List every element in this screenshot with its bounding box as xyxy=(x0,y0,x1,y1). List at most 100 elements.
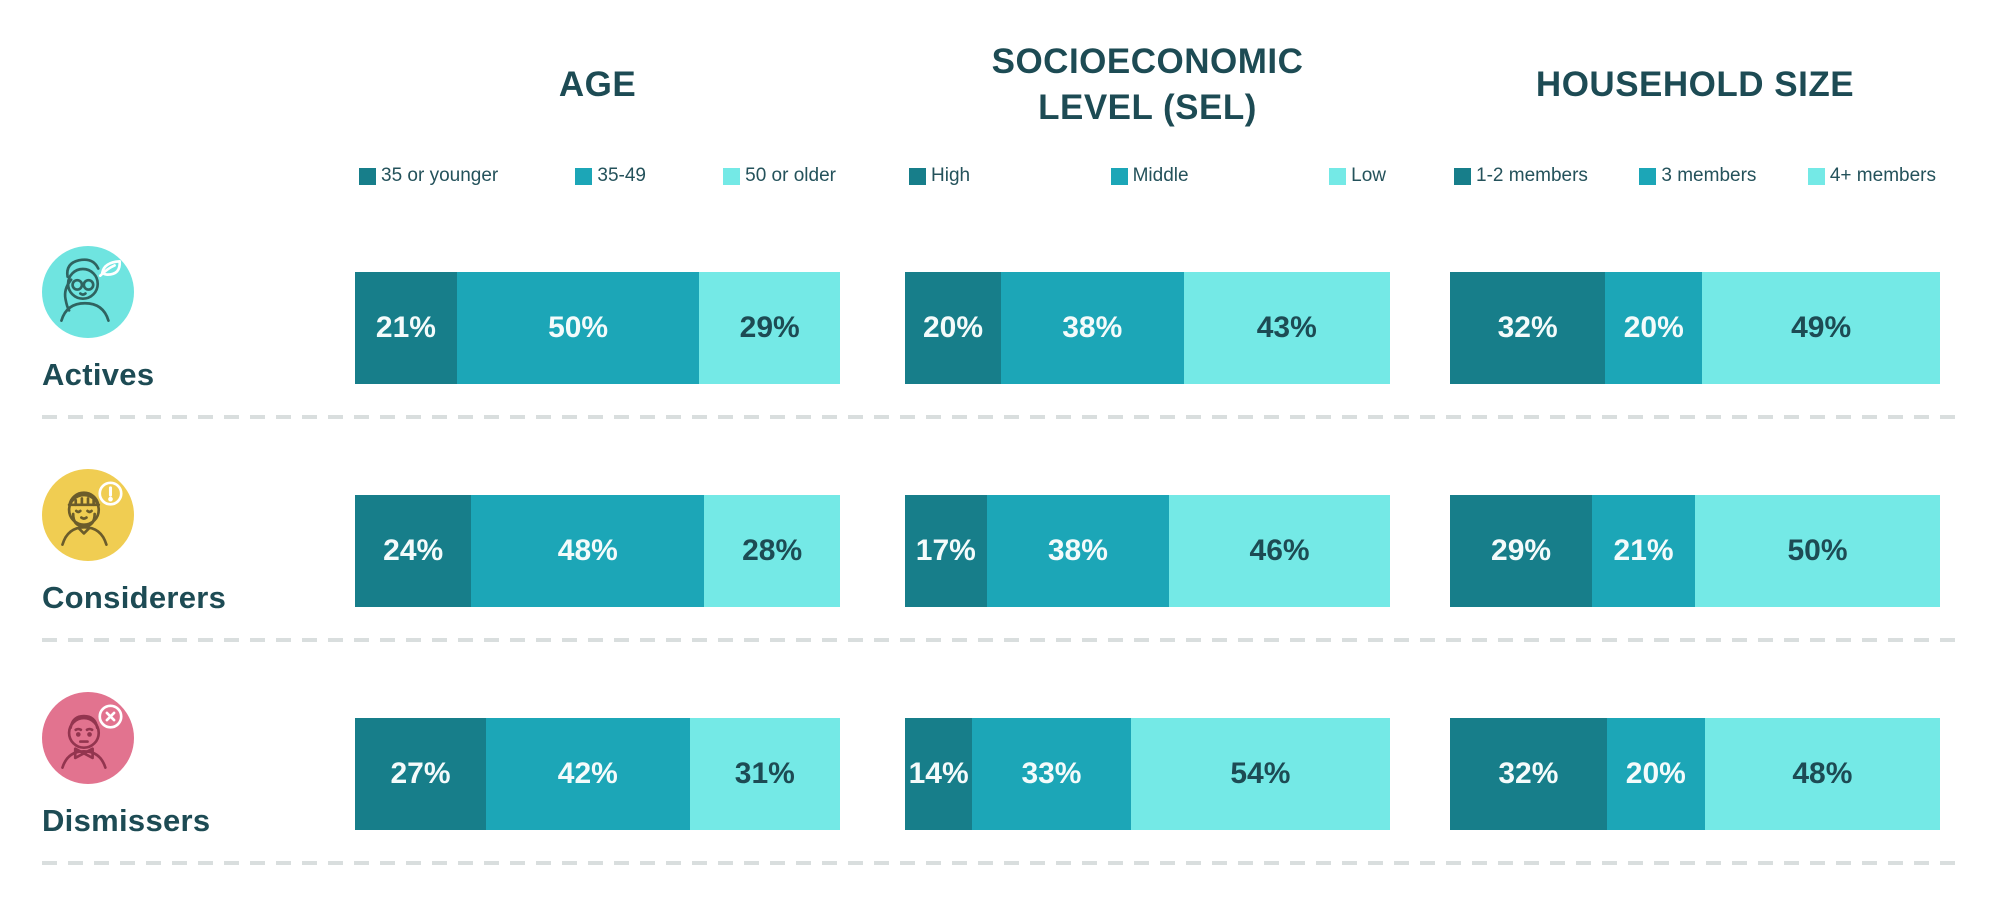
column-gap xyxy=(840,419,905,638)
bar-segment: 33% xyxy=(972,718,1131,830)
sel-column-header: SOCIOECONOMIC LEVEL (SEL) High Middle Lo… xyxy=(905,10,1390,196)
dismissers-sel-bar: 14% 33% 54% xyxy=(905,718,1391,830)
legend-swatch-mid-icon xyxy=(1110,167,1128,185)
dismissers-age-cell: 27% 42% 31% xyxy=(355,642,840,861)
legend-item: 4+ members xyxy=(1807,165,1936,187)
age-legend: 35 or younger 35-49 50 or older xyxy=(355,160,840,192)
actives-row: Actives 21% 50% 29% 20% 38% 43% xyxy=(0,196,2000,415)
column-gap xyxy=(1390,196,1450,415)
dismissers-age-bar: 27% 42% 31% xyxy=(355,718,840,830)
bar-segment: 21% xyxy=(355,272,457,384)
bar-segment: 29% xyxy=(699,272,840,384)
bar-segment: 17% xyxy=(905,495,987,607)
row-divider xyxy=(42,861,1958,865)
alert-badge-icon xyxy=(98,481,123,506)
bar-segment: 27% xyxy=(355,718,486,830)
header-row: AGE 35 or younger 35-49 50 or older xyxy=(0,0,2000,196)
legend-item: Low xyxy=(1329,165,1386,187)
legend-label: 1-2 members xyxy=(1476,165,1588,186)
column-gap xyxy=(1390,642,1450,861)
legend-swatch-light-icon xyxy=(1329,167,1347,185)
considerers-label: Considerers xyxy=(42,580,227,615)
actives-household-cell: 32% 20% 49% xyxy=(1450,196,1940,415)
row-divider xyxy=(42,638,1958,642)
sel-title: SOCIOECONOMIC LEVEL (SEL) xyxy=(905,10,1390,160)
dismissers-persona: Dismissers xyxy=(0,642,355,861)
legend-item: High xyxy=(909,165,970,187)
column-gap xyxy=(1390,10,1450,196)
legend-label: 35 or younger xyxy=(381,165,499,186)
legend-item: Middle xyxy=(1110,165,1189,187)
legend-item: 35 or younger xyxy=(359,165,498,187)
man-with-beanie-icon xyxy=(61,481,123,546)
legend-label: 3 members xyxy=(1661,165,1757,186)
considerers-sel-cell: 17% 38% 46% xyxy=(905,419,1390,638)
dismissers-label: Dismissers xyxy=(42,803,211,838)
legend-label: Middle xyxy=(1132,165,1189,186)
bar-segment: 21% xyxy=(1592,495,1695,607)
household-legend: 1-2 members 3 members 4+ members xyxy=(1450,160,1940,192)
considerers-avatar xyxy=(42,469,134,561)
bar-segment: 20% xyxy=(905,272,1002,384)
legend-label: 4+ members xyxy=(1829,165,1936,186)
actives-sel-cell: 20% 38% 43% xyxy=(905,196,1390,415)
legend-item: 1-2 members xyxy=(1454,165,1588,187)
considerers-household-bar: 29% 21% 50% xyxy=(1450,495,1940,607)
bar-segment: 50% xyxy=(1695,495,1940,607)
bar-segment: 54% xyxy=(1130,718,1391,830)
bar-segment: 49% xyxy=(1702,272,1940,384)
bar-segment: 38% xyxy=(986,495,1170,607)
column-gap xyxy=(840,10,905,196)
bar-segment: 46% xyxy=(1169,495,1390,607)
dismissers-household-bar: 32% 20% 48% xyxy=(1450,718,1940,830)
bar-segment: 28% xyxy=(704,495,840,607)
actives-age-bar: 21% 50% 29% xyxy=(355,272,840,384)
legend-label: 50 or older xyxy=(745,165,836,186)
bar-segment: 20% xyxy=(1606,718,1705,830)
considerers-sel-bar: 17% 38% 46% xyxy=(905,495,1390,607)
household-column-header: HOUSEHOLD SIZE 1-2 members 3 members 4+ … xyxy=(1450,10,1940,196)
bar-segment: 29% xyxy=(1450,495,1593,607)
bar-segment: 43% xyxy=(1183,272,1390,384)
legend-swatch-mid-icon xyxy=(1639,167,1657,185)
age-title-line: AGE xyxy=(558,64,637,104)
legend-swatch-light-icon xyxy=(1807,167,1825,185)
considerers-household-cell: 29% 21% 50% xyxy=(1450,419,1940,638)
legend-swatch-light-icon xyxy=(723,167,741,185)
legend-label: 35-49 xyxy=(597,165,646,186)
considerers-age-bar: 24% 48% 28% xyxy=(355,495,840,607)
column-gap xyxy=(840,642,905,861)
sel-title-line-2: LEVEL (SEL) xyxy=(1038,88,1257,127)
legend-label: Low xyxy=(1351,165,1386,186)
sel-title-line-1: SOCIOECONOMIC xyxy=(991,41,1304,81)
row-divider xyxy=(42,415,1958,419)
man-with-bow-tie-icon xyxy=(61,704,123,769)
legend-item: 35-49 xyxy=(575,165,646,187)
woman-with-leaf-icon xyxy=(60,258,122,322)
actives-persona: Actives xyxy=(0,196,355,415)
header-spacer xyxy=(0,10,355,196)
column-gap xyxy=(840,196,905,415)
legend-swatch-mid-icon xyxy=(575,167,593,185)
actives-sel-bar: 20% 38% 43% xyxy=(905,272,1390,384)
bar-segment: 32% xyxy=(1450,718,1607,830)
actives-household-bar: 32% 20% 49% xyxy=(1450,272,1940,384)
age-column-header: AGE 35 or younger 35-49 50 or older xyxy=(355,10,840,196)
column-gap xyxy=(1390,419,1450,638)
age-title: AGE xyxy=(355,10,840,160)
bar-segment: 48% xyxy=(1704,718,1940,830)
bar-segment: 48% xyxy=(471,495,705,607)
bar-segment: 31% xyxy=(689,718,840,830)
considerers-row: Considerers 24% 48% 28% 17% 38% 46% xyxy=(0,419,2000,638)
actives-label: Actives xyxy=(42,357,155,392)
dismissers-row: Dismissers 27% 42% 31% 14% 33% 54% xyxy=(0,642,2000,861)
legend-item: 50 or older xyxy=(723,165,836,187)
legend-item: 3 members xyxy=(1639,165,1756,187)
household-title-line: HOUSEHOLD SIZE xyxy=(1535,64,1855,104)
dismissers-household-cell: 32% 20% 48% xyxy=(1450,642,1940,861)
legend-swatch-dark-icon xyxy=(1454,167,1471,185)
dismissers-sel-cell: 14% 33% 54% xyxy=(905,642,1391,861)
actives-avatar xyxy=(42,246,134,338)
bar-segment: 14% xyxy=(905,718,973,830)
